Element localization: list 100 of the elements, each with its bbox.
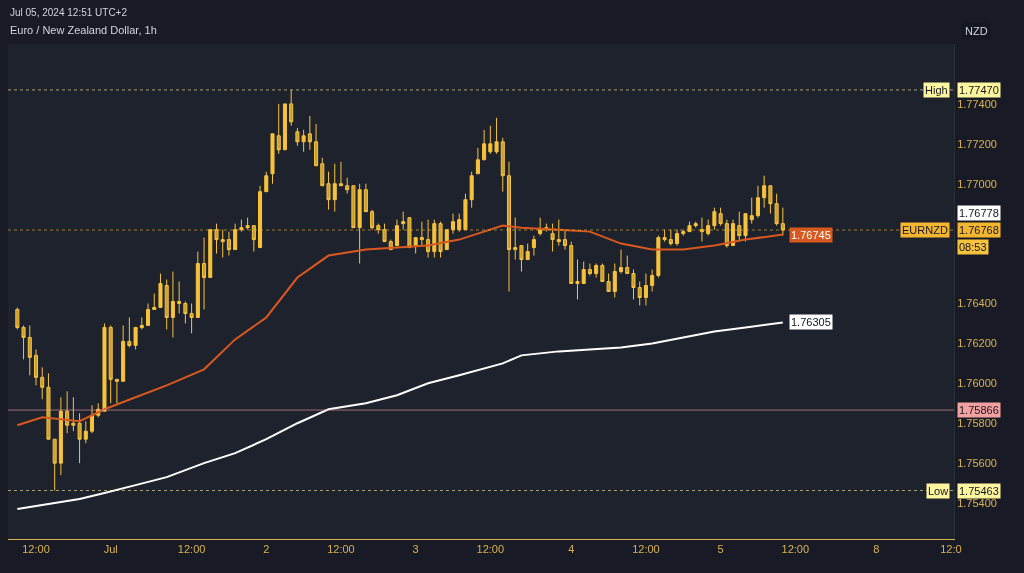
- candlestick: [226, 231, 231, 257]
- candlestick: [264, 171, 269, 193]
- candlestick: [724, 219, 729, 249]
- candlestick: [251, 225, 256, 253]
- candlestick: [376, 223, 381, 235]
- x-tick-label: 12:00: [476, 543, 505, 556]
- ref-line-label: 1.75463: [959, 485, 999, 497]
- x-tick-label: 12:00: [781, 543, 810, 556]
- text: 1.76778: [959, 207, 999, 219]
- candlestick: [114, 378, 119, 404]
- candlestick: [326, 171, 331, 211]
- annotation: High: [925, 84, 948, 96]
- candlestick: [762, 175, 767, 209]
- line-series: [16, 224, 784, 427]
- candlestick: [681, 229, 686, 237]
- candlestick: [89, 404, 95, 434]
- candlestick: [550, 223, 555, 253]
- x-tick-label: 4: [568, 543, 575, 556]
- candlestick: [65, 390, 70, 434]
- candlestick: [594, 263, 599, 279]
- candlestick: [102, 322, 107, 412]
- candlestick: [581, 261, 586, 285]
- ref-line-label: 1.77470: [959, 84, 999, 96]
- annotation: EURNZD: [902, 224, 948, 236]
- candlestick: [556, 219, 561, 247]
- candlestick: [58, 396, 63, 476]
- candlestick: [637, 281, 642, 306]
- candlestick: [450, 213, 456, 235]
- candlestick: [457, 213, 462, 233]
- candlestick: [780, 207, 785, 237]
- candlestick: [276, 103, 281, 155]
- candlestick: [401, 211, 406, 231]
- candlestick: [208, 229, 213, 279]
- candlestick: [108, 324, 113, 404]
- candlestick: [307, 115, 312, 151]
- candlestick: [233, 223, 238, 251]
- candlestick: [500, 137, 505, 193]
- data-label: 1.76305: [791, 316, 831, 328]
- candlestick: [195, 251, 200, 318]
- candlestick: [693, 221, 698, 229]
- candlestick: [475, 147, 480, 175]
- x-tick-label: 12:00: [327, 543, 355, 556]
- candlestick: [668, 229, 673, 247]
- y-tick-label: 1.75400: [957, 496, 997, 509]
- candlestick: [650, 269, 655, 292]
- x-tick-label: 5: [717, 543, 724, 556]
- candlestick: [675, 229, 680, 247]
- candlestick: [139, 316, 144, 330]
- candlestick: [40, 366, 45, 400]
- x-tick-label: 2: [263, 543, 270, 556]
- candlestick: [419, 221, 424, 247]
- y-tick-label: 1.77000: [957, 177, 997, 190]
- candlestick: [152, 293, 157, 310]
- candlestick: [575, 259, 580, 300]
- x-tick-label: 8: [873, 543, 880, 556]
- candlestick: [625, 255, 630, 275]
- candlestick: [749, 197, 754, 225]
- candlestick: [177, 281, 182, 314]
- x-tick-label: 3: [412, 543, 419, 556]
- candlestick: [699, 217, 704, 243]
- data-label: 1.76745: [791, 229, 831, 241]
- x-tick-label: 12:00: [632, 543, 660, 556]
- text: NZD: [965, 25, 988, 37]
- candlestick: [538, 217, 543, 237]
- candlestick: [631, 269, 636, 300]
- candlestick: [314, 123, 319, 167]
- text: 08:53: [959, 241, 987, 253]
- candlestick: [27, 324, 32, 376]
- candlestick: [164, 279, 169, 330]
- candlestick: [643, 273, 648, 306]
- candlestick: [338, 161, 343, 187]
- candlestick: [731, 219, 736, 247]
- candlestick: [258, 185, 263, 249]
- y-tick-label: 1.75800: [957, 417, 997, 430]
- y-tick-label: 1.77200: [957, 137, 997, 150]
- candlestick: [270, 133, 275, 185]
- candlestick: [619, 249, 624, 275]
- candlestick: [743, 213, 748, 243]
- y-tick-label: 1.75600: [957, 457, 997, 469]
- candlestick: [332, 163, 337, 213]
- y-tick-label: 1.76000: [957, 377, 997, 390]
- candlestick: [755, 185, 760, 219]
- candlestick: [519, 245, 524, 273]
- chart-title: Euro / New Zealand Dollar, 1h: [10, 24, 157, 36]
- candlestick: [706, 219, 711, 237]
- candlestick: [289, 89, 294, 127]
- candlestick: [121, 324, 126, 382]
- candlestick: [525, 243, 530, 261]
- y-tick-label: 1.76200: [957, 337, 997, 350]
- y-tick-label: 1.77400: [957, 97, 997, 110]
- candlestick: [612, 263, 617, 298]
- candlestick: [320, 157, 325, 187]
- annotation: Low: [928, 485, 949, 497]
- candlestick: [282, 103, 287, 151]
- candlestick: [513, 217, 518, 261]
- candlestick: [158, 273, 163, 308]
- candlestick: [370, 209, 375, 231]
- candlestick: [587, 263, 592, 277]
- candlestick: [345, 177, 350, 195]
- x-tick-label: 12:0: [940, 543, 962, 556]
